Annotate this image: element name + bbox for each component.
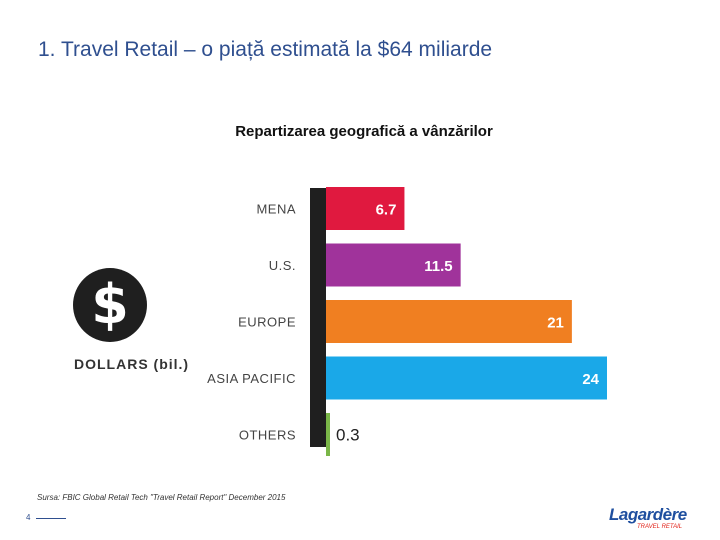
page-number: 4 — [26, 513, 31, 522]
page-number-underline — [36, 518, 66, 519]
page-title: 1. Travel Retail – o piață estimată la $… — [38, 38, 493, 61]
category-label-mena: MENA — [256, 202, 296, 217]
dollar-coin-icon: $ — [73, 268, 147, 342]
bar-asia-pacific — [326, 356, 607, 400]
value-label-europe: 21 — [547, 315, 564, 332]
value-label-u-s-: 11.5 — [424, 258, 452, 275]
category-label-asia-pacific: ASIA PACIFIC — [207, 371, 296, 386]
bar-u-s- — [326, 243, 461, 287]
logo-subtext: TRAVEL RETAIL — [637, 524, 683, 530]
chart-title: Repartizarea geografică a vânzărilor — [235, 123, 493, 140]
bar-mena — [326, 187, 405, 230]
category-label-europe: EUROPE — [238, 315, 296, 330]
bar-others — [326, 413, 330, 456]
logo-text: Lagardère — [609, 505, 687, 524]
category-label-others: OTHERS — [239, 428, 296, 443]
bar-europe — [326, 300, 572, 343]
value-label-mena: 6.7 — [376, 202, 397, 219]
lagardere-logo: Lagardère TRAVEL RETAIL — [609, 505, 689, 531]
value-label-asia-pacific: 24 — [582, 371, 599, 388]
unit-label: DOLLARS (bil.) — [74, 356, 190, 372]
dollar-symbol: $ — [91, 273, 129, 336]
source-note: Sursa: FBIC Global Retail Tech "Travel R… — [37, 493, 286, 502]
category-label-u-s-: U.S. — [269, 258, 296, 273]
chart-axis — [310, 188, 326, 447]
value-label-others: 0.3 — [336, 426, 360, 445]
